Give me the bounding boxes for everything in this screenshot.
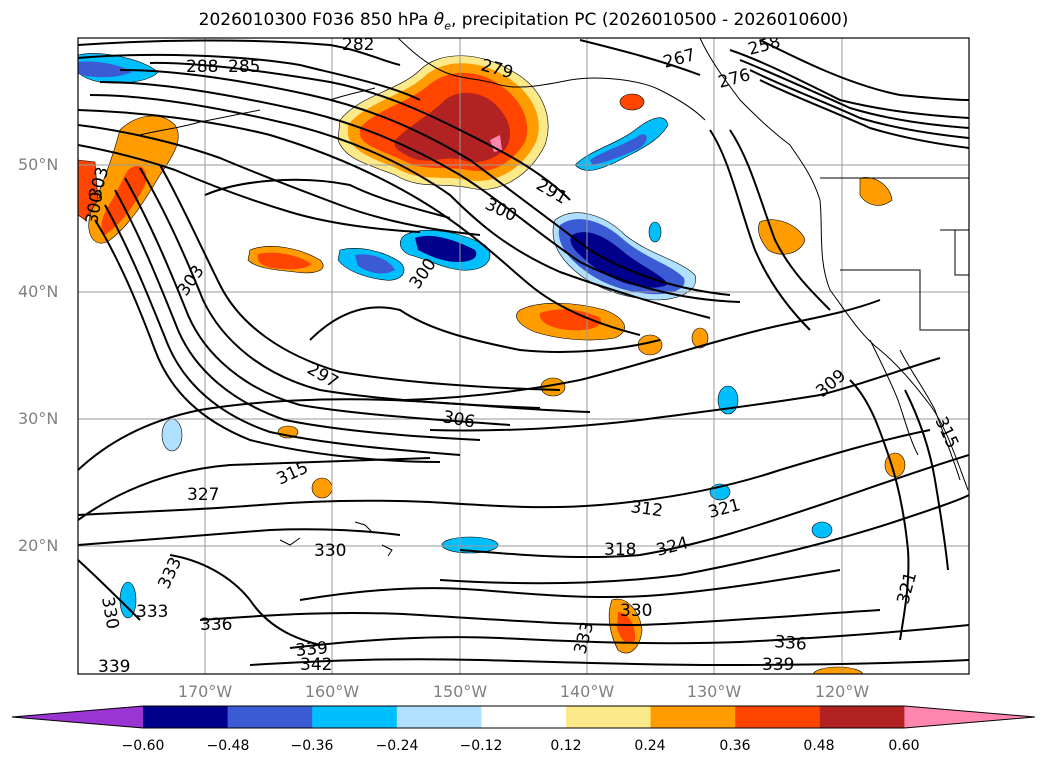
contour-label: 336 [774,632,808,655]
colorbar-segment [227,706,313,728]
contour-label: 312 [629,497,664,521]
contour-label: 342 [300,655,332,675]
colorbar-segment [143,706,229,728]
colorbar-extend-min [12,706,143,728]
lon-label-120w: 120°W [814,682,870,701]
precip-positive-anomaly [394,92,511,162]
contour-label: 336 [200,615,232,635]
precip-positive-anomaly [311,477,333,499]
precip-negative-anomaly [590,134,647,165]
precip-negative-anomaly [570,232,668,288]
precip-positive-anomaly [257,252,312,270]
colorbar-tick: 0.12 [550,738,582,754]
contour-label: 330 [314,541,346,561]
colorbar-tick: 0.36 [719,738,751,754]
theta-e-contours [78,39,969,667]
contour-label: 339 [295,638,329,661]
lat-label-30n: 30°N [18,409,59,428]
colorbar-segment [396,706,482,728]
colorbar-tick: −0.24 [375,738,419,754]
lon-label-130w: 130°W [686,682,742,701]
colorbar-extend-max [904,706,1035,728]
colorbar-segment [735,706,821,728]
colorbar-outline [11,705,1036,729]
precip-positive-anomaly [619,93,645,111]
precip-negative-anomaly [78,61,132,78]
lon-label-170w: 170°W [177,682,233,701]
precip-positive-anomaly [78,159,99,221]
colorbar-tick: −0.48 [206,738,250,754]
lat-label-40n: 40°N [18,282,59,301]
colorbar-segment [481,706,567,728]
graticule [78,38,969,674]
precip-negative-anomaly [441,536,499,554]
colorbar-tick: 0.48 [803,738,835,754]
precip-negative-anomaly [415,235,477,262]
lon-label-140w: 140°W [559,682,615,701]
precip-negative-anomaly [811,521,833,539]
precip-positive-anomaly [617,612,636,644]
map-frame [77,37,970,675]
contour-label: 288 [186,57,218,77]
colorbar-tick: −0.60 [121,738,165,754]
colorbar-tick: 0.60 [888,738,920,754]
precip-negative-anomaly [648,221,662,243]
contour-label: 333 [136,602,168,622]
colorbar [11,705,1036,729]
colorbar-tick: 0.24 [634,738,666,754]
lon-label-150w: 150°W [432,682,488,701]
colorbar-tick: −0.12 [459,738,503,754]
colorbar-segment [650,706,736,728]
precip-positive-anomaly [859,177,893,206]
colorbar-segment [312,706,398,728]
precip-negative-anomaly [161,418,183,452]
lat-label-50n: 50°N [18,155,59,174]
contour-label: 339 [98,657,130,677]
contour-label: 318 [604,540,636,560]
colorbar-segment [566,706,652,728]
precip-positive-anomaly [691,327,709,349]
precip-positive-anomaly [539,309,601,331]
contour-label: 285 [228,57,260,77]
contour-label: 330 [620,601,652,621]
precip-positive-anomaly [812,666,864,674]
contour-label: 327 [187,485,219,505]
precip-negative-anomaly [355,254,395,274]
colorbar-tick: −0.36 [290,738,334,754]
lat-label-20n: 20°N [18,536,59,555]
contour-label: 339 [762,655,794,675]
contour-label: 282 [342,35,374,55]
map-area: 282 279 285 288 276 267 258 291 300 303 … [78,35,969,677]
map-title: 2026010300 F036 850 hPa θe, precipitatio… [198,10,849,33]
lon-label-160w: 160°W [304,682,360,701]
colorbar-segment [819,706,905,728]
